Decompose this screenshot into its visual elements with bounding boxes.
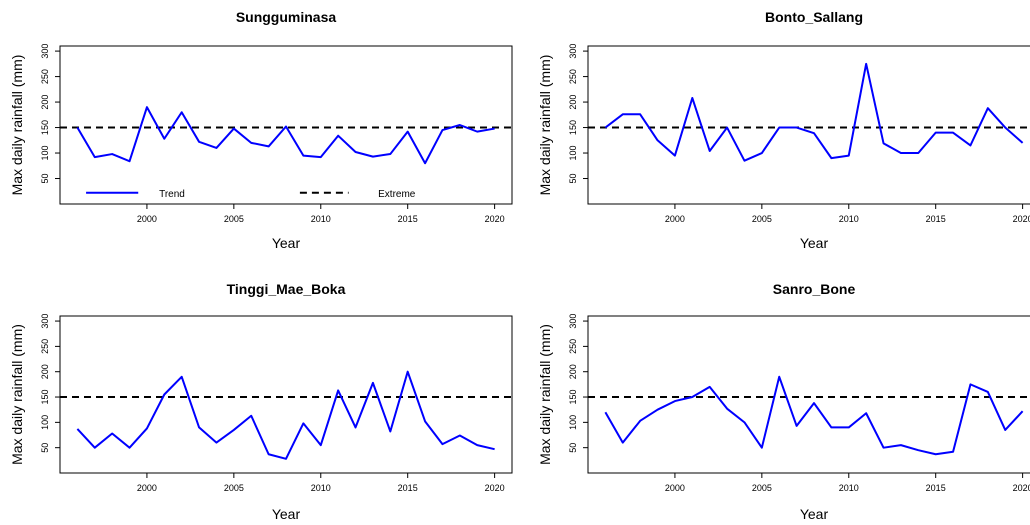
panel-4-y-tick-label: 50 <box>568 443 578 453</box>
panel-2-x-tick-label: 2020 <box>1013 214 1030 224</box>
panel-2-x-tick-label: 2010 <box>839 214 859 224</box>
panel-1-x-tick-label: 2005 <box>224 214 244 224</box>
panel-1-y-tick-label: 150 <box>40 120 50 135</box>
panel-3-y-tick-label: 50 <box>40 443 50 453</box>
panel-3-y-tick-label: 250 <box>40 339 50 354</box>
panel-3-x-tick-label: 2010 <box>311 483 331 493</box>
panel-2-y-axis-label: Max daily rainfall (mm) <box>537 55 553 196</box>
panel-4-x-tick-label: 2000 <box>665 483 685 493</box>
panel-3-x-tick-label: 2015 <box>398 483 418 493</box>
panel-1-y-tick-label: 200 <box>40 95 50 110</box>
panel-1-x-tick-label: 2000 <box>137 214 157 224</box>
panel-3-x-tick-label: 2005 <box>224 483 244 493</box>
panel-1-x-axis-label: Year <box>272 235 301 251</box>
panel-4: Sanro_Bone 2000 2005 2010 2015 2020 50 100 150 20… <box>537 281 1030 522</box>
panel-2-x-tick-label: 2015 <box>926 214 946 224</box>
panel-2-x-axis-label: Year <box>800 235 829 251</box>
panel-1-plot-frame <box>59 45 513 205</box>
panel-1: Sungguminasa 2000 2005 2010 2015 2020 50 100 150… <box>9 9 513 251</box>
panel-2-y-tick-label: 150 <box>568 120 578 135</box>
panel-1-y-tick-label: 50 <box>40 174 50 184</box>
panel-1-y-tick-label: 250 <box>40 69 50 84</box>
panel-3-y-tick-label: 200 <box>40 364 50 379</box>
panel-3-y-tick-label: 100 <box>40 415 50 430</box>
panel-1-y-tick-label: 300 <box>40 44 50 59</box>
panel-4-x-tick-label: 2015 <box>926 483 946 493</box>
panel-4-x-tick-label: 2020 <box>1013 483 1030 493</box>
panel-3-x-tick-label: 2020 <box>485 483 505 493</box>
panel-3: Tinggi_Mae_Boka 2000 2005 2010 2015 2020 50 100… <box>9 281 513 522</box>
panel-2-trend-line <box>604 62 1024 162</box>
panel-3-x-tick-label: 2000 <box>137 483 157 493</box>
panel-4-x-axis-label: Year <box>800 506 829 522</box>
panel-4-x-tick-label: 2010 <box>839 483 859 493</box>
panel-1-legend-extreme-label: Extreme <box>378 189 416 200</box>
panel-1-y-tick-label: 100 <box>40 146 50 161</box>
panel-1-x-tick-label: 2015 <box>398 214 418 224</box>
panel-1-legend-trend-label: Trend <box>159 189 185 200</box>
panel-3-x-axis-label: Year <box>272 506 301 522</box>
panel-2-x-tick-label: 2005 <box>752 214 772 224</box>
panel-4-y-tick-label: 150 <box>568 390 578 405</box>
panel-2-y-tick-label: 200 <box>568 95 578 110</box>
panel-2-y-tick-label: 300 <box>568 44 578 59</box>
panel-2-y-tick-label: 50 <box>568 174 578 184</box>
panel-3-plot-frame <box>59 315 513 474</box>
panel-2-y-tick-label: 100 <box>568 146 578 161</box>
panel-2-y-tick-label: 250 <box>568 69 578 84</box>
panel-4-x-tick-label: 2005 <box>752 483 772 493</box>
panel-4-plot-frame <box>587 315 1030 474</box>
panel-3-title: Tinggi_Mae_Boka <box>227 281 346 297</box>
panel-2-x-tick-label: 2000 <box>665 214 685 224</box>
panel-4-y-tick-label: 200 <box>568 364 578 379</box>
panel-4-y-tick-label: 300 <box>568 314 578 329</box>
panel-3-y-tick-label: 150 <box>40 390 50 405</box>
panel-4-y-axis-label: Max daily rainfall (mm) <box>537 324 553 465</box>
panel-4-trend-line <box>604 375 1024 456</box>
panel-1-x-tick-label: 2010 <box>311 214 331 224</box>
panel-1-trend-line <box>76 106 495 165</box>
panel-1-y-axis-label: Max daily rainfall (mm) <box>9 55 25 196</box>
panel-4-title: Sanro_Bone <box>773 281 856 297</box>
panel-3-y-axis-label: Max daily rainfall (mm) <box>9 324 25 465</box>
panel-1-title: Sungguminasa <box>236 9 337 25</box>
panel-4-y-tick-label: 100 <box>568 415 578 430</box>
panel-2: Bonto_Sallang 2000 2005 2010 2015 2020 50 100 15… <box>537 9 1030 251</box>
panel-1-x-tick-label: 2020 <box>485 214 505 224</box>
panel-2-plot-frame <box>587 45 1030 205</box>
panel-3-trend-line <box>76 370 495 460</box>
panel-3-y-tick-label: 300 <box>40 314 50 329</box>
panel-2-title: Bonto_Sallang <box>765 9 863 25</box>
panel-4-y-tick-label: 250 <box>568 339 578 354</box>
